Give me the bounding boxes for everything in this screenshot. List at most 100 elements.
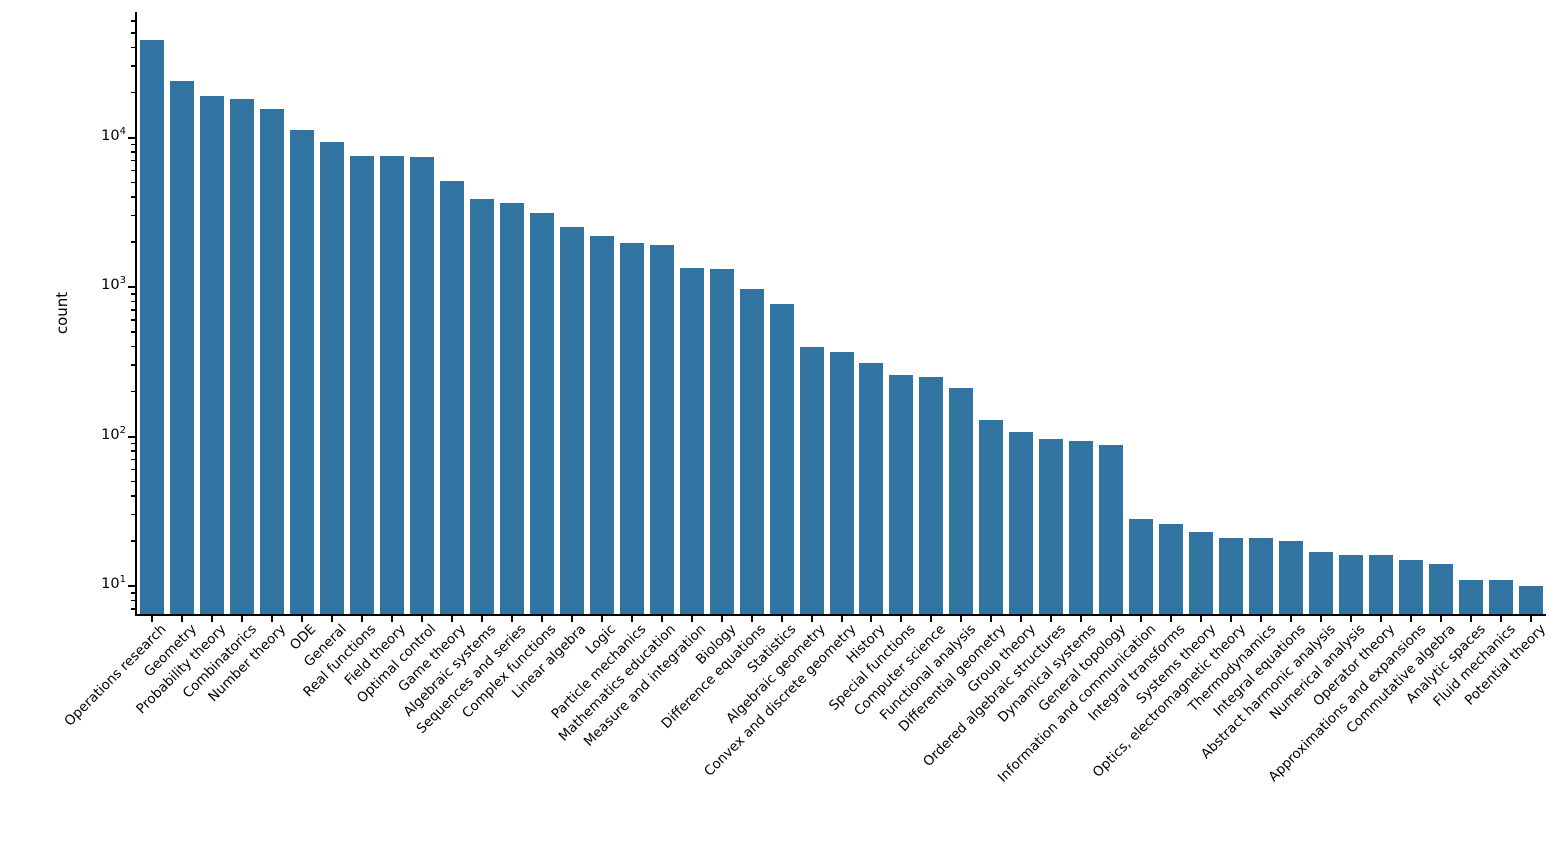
x-tick bbox=[300, 616, 303, 622]
x-tick bbox=[450, 616, 453, 622]
bar bbox=[379, 156, 404, 614]
bar bbox=[439, 181, 464, 614]
x-tick bbox=[210, 616, 213, 622]
bar bbox=[1279, 540, 1304, 614]
x-tick bbox=[1380, 616, 1383, 622]
bar bbox=[349, 155, 374, 614]
x-tick bbox=[660, 616, 663, 622]
bar bbox=[1099, 444, 1124, 614]
x-axis-spine bbox=[135, 614, 1546, 616]
x-tick bbox=[900, 616, 903, 622]
x-tick bbox=[840, 616, 843, 622]
bar bbox=[1399, 559, 1424, 614]
x-tick bbox=[510, 616, 513, 622]
x-tick bbox=[750, 616, 753, 622]
y-tick-label: 102 bbox=[101, 424, 126, 443]
x-tick bbox=[1410, 616, 1413, 622]
bar bbox=[1009, 432, 1034, 614]
x-tick bbox=[1080, 616, 1083, 622]
x-tick bbox=[1440, 616, 1443, 622]
bar bbox=[1489, 579, 1514, 614]
x-tick bbox=[360, 616, 363, 622]
bar bbox=[979, 420, 1004, 614]
x-tick bbox=[270, 616, 273, 622]
x-tick bbox=[1500, 616, 1503, 622]
x-tick bbox=[1350, 616, 1353, 622]
bar bbox=[619, 242, 644, 614]
y-tick-minor bbox=[131, 196, 135, 198]
y-tick-minor bbox=[131, 46, 135, 49]
x-tick bbox=[240, 616, 243, 622]
bar bbox=[559, 226, 584, 614]
y-tick-minor bbox=[131, 143, 135, 146]
x-tick bbox=[1230, 616, 1233, 622]
y-tick-major bbox=[128, 585, 135, 587]
bar bbox=[589, 235, 614, 614]
bar bbox=[829, 352, 854, 614]
y-tick-minor bbox=[131, 319, 135, 321]
bar bbox=[1189, 531, 1214, 614]
y-tick-minor bbox=[131, 364, 135, 366]
bar bbox=[649, 244, 674, 614]
x-tick bbox=[480, 616, 483, 622]
bar bbox=[1129, 519, 1154, 614]
y-tick-minor bbox=[131, 91, 135, 94]
bar bbox=[469, 198, 494, 614]
y-tick-minor bbox=[131, 214, 135, 217]
y-tick-label: 101 bbox=[101, 574, 126, 592]
y-tick-minor bbox=[131, 309, 135, 311]
bar bbox=[739, 288, 764, 614]
x-tick bbox=[1290, 616, 1293, 622]
y-tick-minor bbox=[131, 513, 135, 516]
x-tick bbox=[1170, 616, 1173, 622]
x-tick bbox=[1020, 616, 1023, 622]
y-tick-minor bbox=[131, 468, 135, 471]
y-tick-minor bbox=[131, 599, 135, 602]
x-tick bbox=[1050, 616, 1053, 622]
y-tick-minor bbox=[131, 65, 135, 67]
bar bbox=[919, 376, 944, 614]
x-tick bbox=[540, 616, 543, 622]
y-tick-minor bbox=[131, 390, 135, 393]
bar bbox=[1219, 537, 1244, 614]
y-tick-minor bbox=[131, 495, 135, 497]
bar bbox=[949, 388, 974, 614]
bar bbox=[1429, 564, 1454, 614]
bar bbox=[499, 203, 524, 614]
y-tick-major bbox=[128, 435, 135, 438]
y-tick-minor bbox=[131, 181, 135, 184]
x-tick bbox=[1470, 616, 1473, 622]
bar bbox=[169, 80, 194, 614]
x-tick bbox=[990, 616, 993, 622]
x-tick bbox=[570, 616, 573, 622]
y-tick-minor bbox=[131, 169, 135, 172]
bar bbox=[1519, 586, 1543, 614]
bar bbox=[1309, 551, 1334, 614]
bar bbox=[1039, 439, 1064, 614]
x-tick bbox=[390, 616, 393, 622]
y-tick-minor bbox=[131, 300, 135, 303]
bar bbox=[859, 363, 884, 614]
bar bbox=[1369, 555, 1394, 614]
x-tick bbox=[720, 616, 723, 622]
x-tick bbox=[690, 616, 693, 622]
x-tick bbox=[600, 616, 603, 622]
x-tick bbox=[180, 616, 183, 622]
y-tick-minor bbox=[131, 592, 135, 594]
y-tick-minor bbox=[131, 608, 135, 610]
x-tick bbox=[1140, 616, 1143, 622]
bar bbox=[889, 375, 914, 614]
x-tick bbox=[420, 616, 423, 622]
x-tick bbox=[1530, 616, 1532, 622]
x-tick bbox=[930, 616, 933, 622]
y-tick-label: 104 bbox=[101, 125, 126, 144]
y-tick-minor bbox=[131, 241, 135, 243]
x-tick bbox=[1110, 616, 1113, 622]
bar bbox=[799, 347, 824, 614]
x-tick bbox=[330, 616, 333, 622]
bar bbox=[1459, 579, 1484, 614]
bar bbox=[529, 212, 554, 614]
bar bbox=[709, 268, 734, 614]
x-tick bbox=[630, 616, 633, 622]
